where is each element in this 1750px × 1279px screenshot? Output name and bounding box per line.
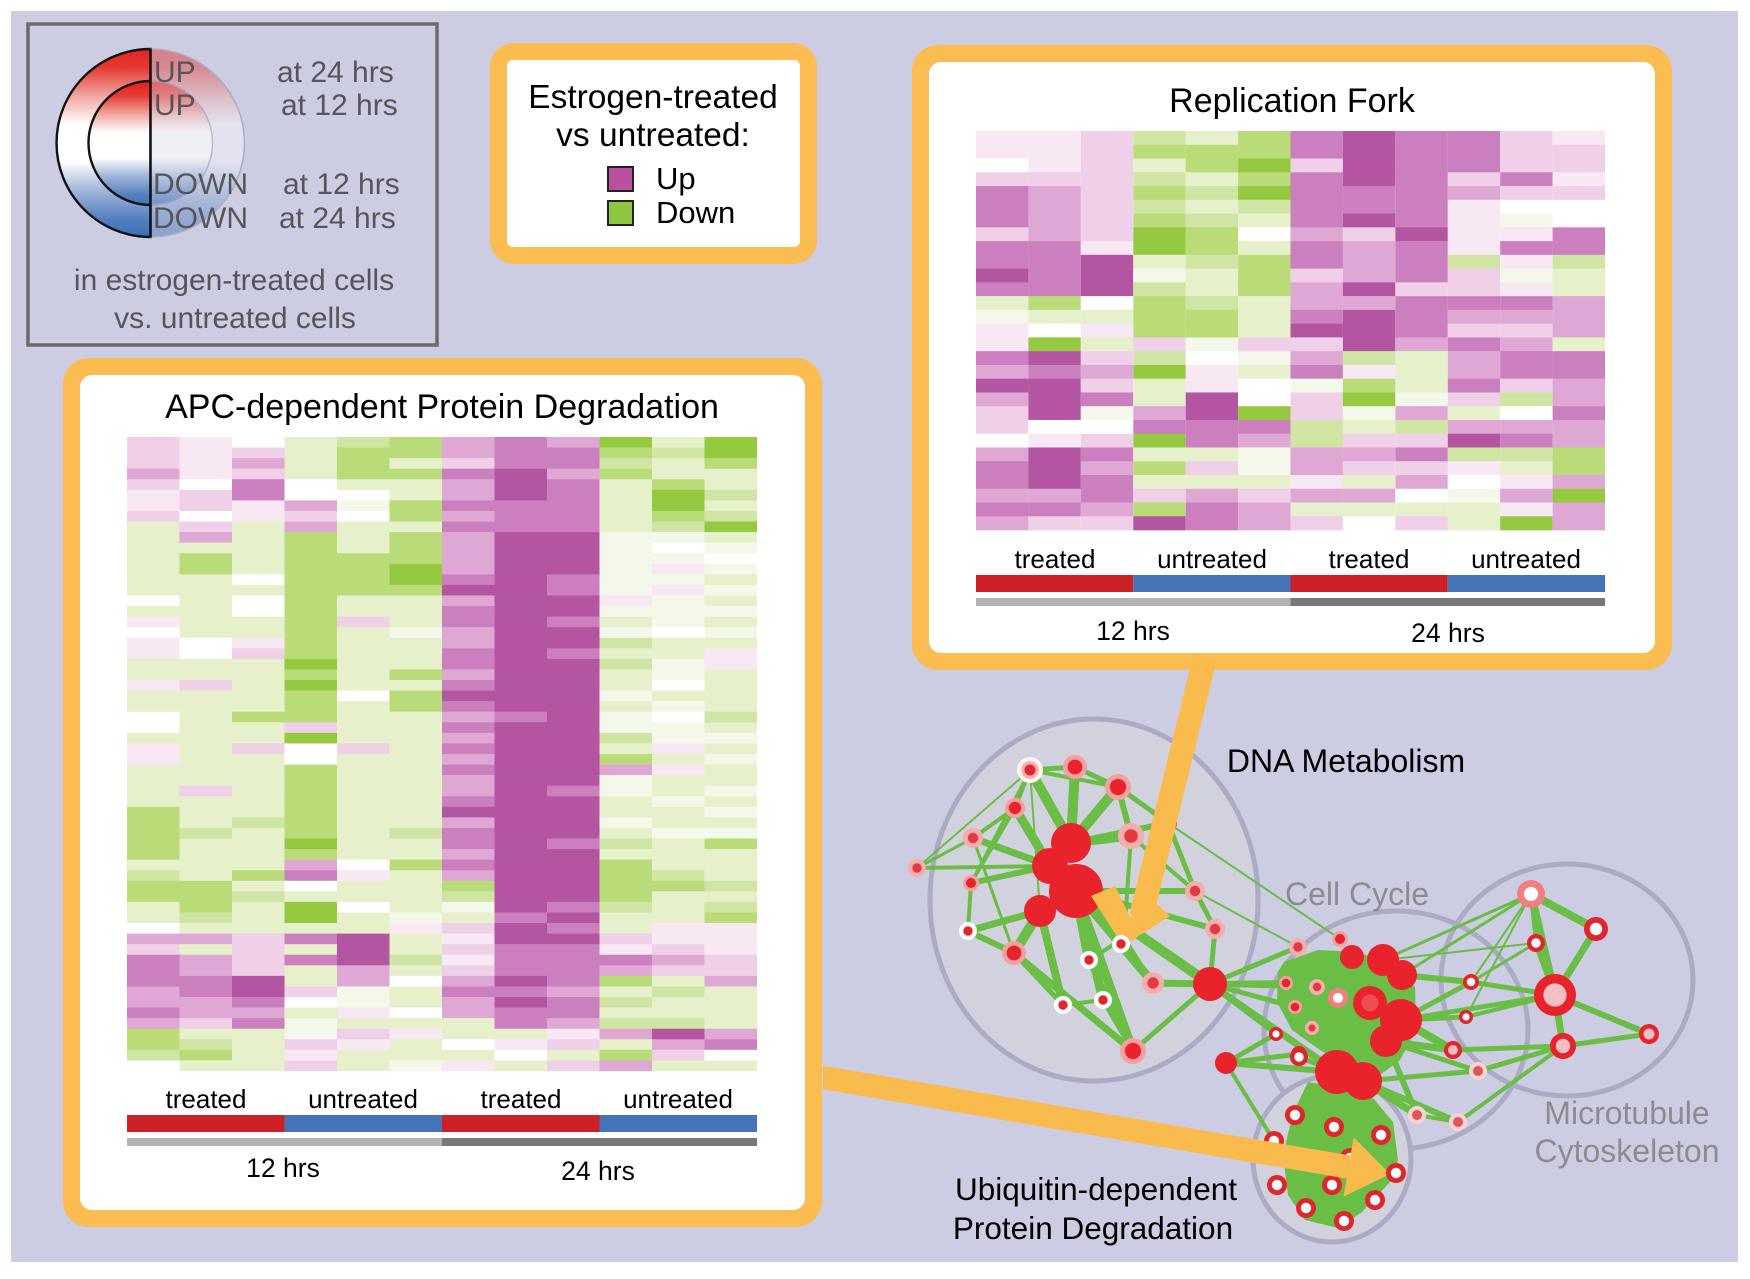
svg-text:Replication Fork: Replication Fork <box>1169 82 1416 120</box>
svg-text:at 24 hrs: at 24 hrs <box>279 202 396 235</box>
svg-text:treated: treated <box>481 1084 562 1114</box>
svg-text:vs. untreated cells: vs. untreated cells <box>114 302 356 335</box>
svg-text:in estrogen-treated cells: in estrogen-treated cells <box>74 264 394 297</box>
svg-text:24 hrs: 24 hrs <box>561 1156 635 1186</box>
svg-text:12 hrs: 12 hrs <box>1096 616 1170 646</box>
svg-text:untreated: untreated <box>1157 544 1267 574</box>
svg-text:at 12 hrs: at 12 hrs <box>281 89 398 122</box>
svg-text:12 hrs: 12 hrs <box>246 1153 320 1183</box>
svg-text:Estrogen-treated: Estrogen-treated <box>528 79 778 116</box>
svg-text:untreated: untreated <box>1471 544 1581 574</box>
svg-text:Microtubule: Microtubule <box>1544 1095 1709 1131</box>
svg-text:APC-dependent Protein Degradat: APC-dependent Protein Degradation <box>165 388 719 426</box>
svg-text:untreated: untreated <box>308 1084 418 1114</box>
svg-text:Up: Up <box>656 161 696 196</box>
svg-text:24 hrs: 24 hrs <box>1411 618 1485 648</box>
svg-text:Down: Down <box>656 195 735 230</box>
svg-text:treated: treated <box>166 1084 247 1114</box>
svg-text:Ubiquitin-dependent: Ubiquitin-dependent <box>955 1171 1237 1207</box>
svg-text:UP: UP <box>154 56 196 89</box>
svg-text:treated: treated <box>1329 544 1410 574</box>
svg-text:Protein Degradation: Protein Degradation <box>953 1210 1233 1246</box>
svg-text:Cell Cycle: Cell Cycle <box>1285 876 1429 912</box>
svg-text:DOWN: DOWN <box>153 168 248 201</box>
svg-text:at 12 hrs: at 12 hrs <box>283 168 400 201</box>
svg-text:vs untreated:: vs untreated: <box>556 117 750 154</box>
svg-text:UP: UP <box>154 89 196 122</box>
svg-text:Cytoskeleton: Cytoskeleton <box>1535 1133 1720 1169</box>
svg-text:DNA Metabolism: DNA Metabolism <box>1227 743 1465 779</box>
svg-text:treated: treated <box>1015 544 1096 574</box>
svg-text:untreated: untreated <box>623 1084 733 1114</box>
svg-text:at 24 hrs: at 24 hrs <box>277 56 394 89</box>
svg-text:DOWN: DOWN <box>153 202 248 235</box>
